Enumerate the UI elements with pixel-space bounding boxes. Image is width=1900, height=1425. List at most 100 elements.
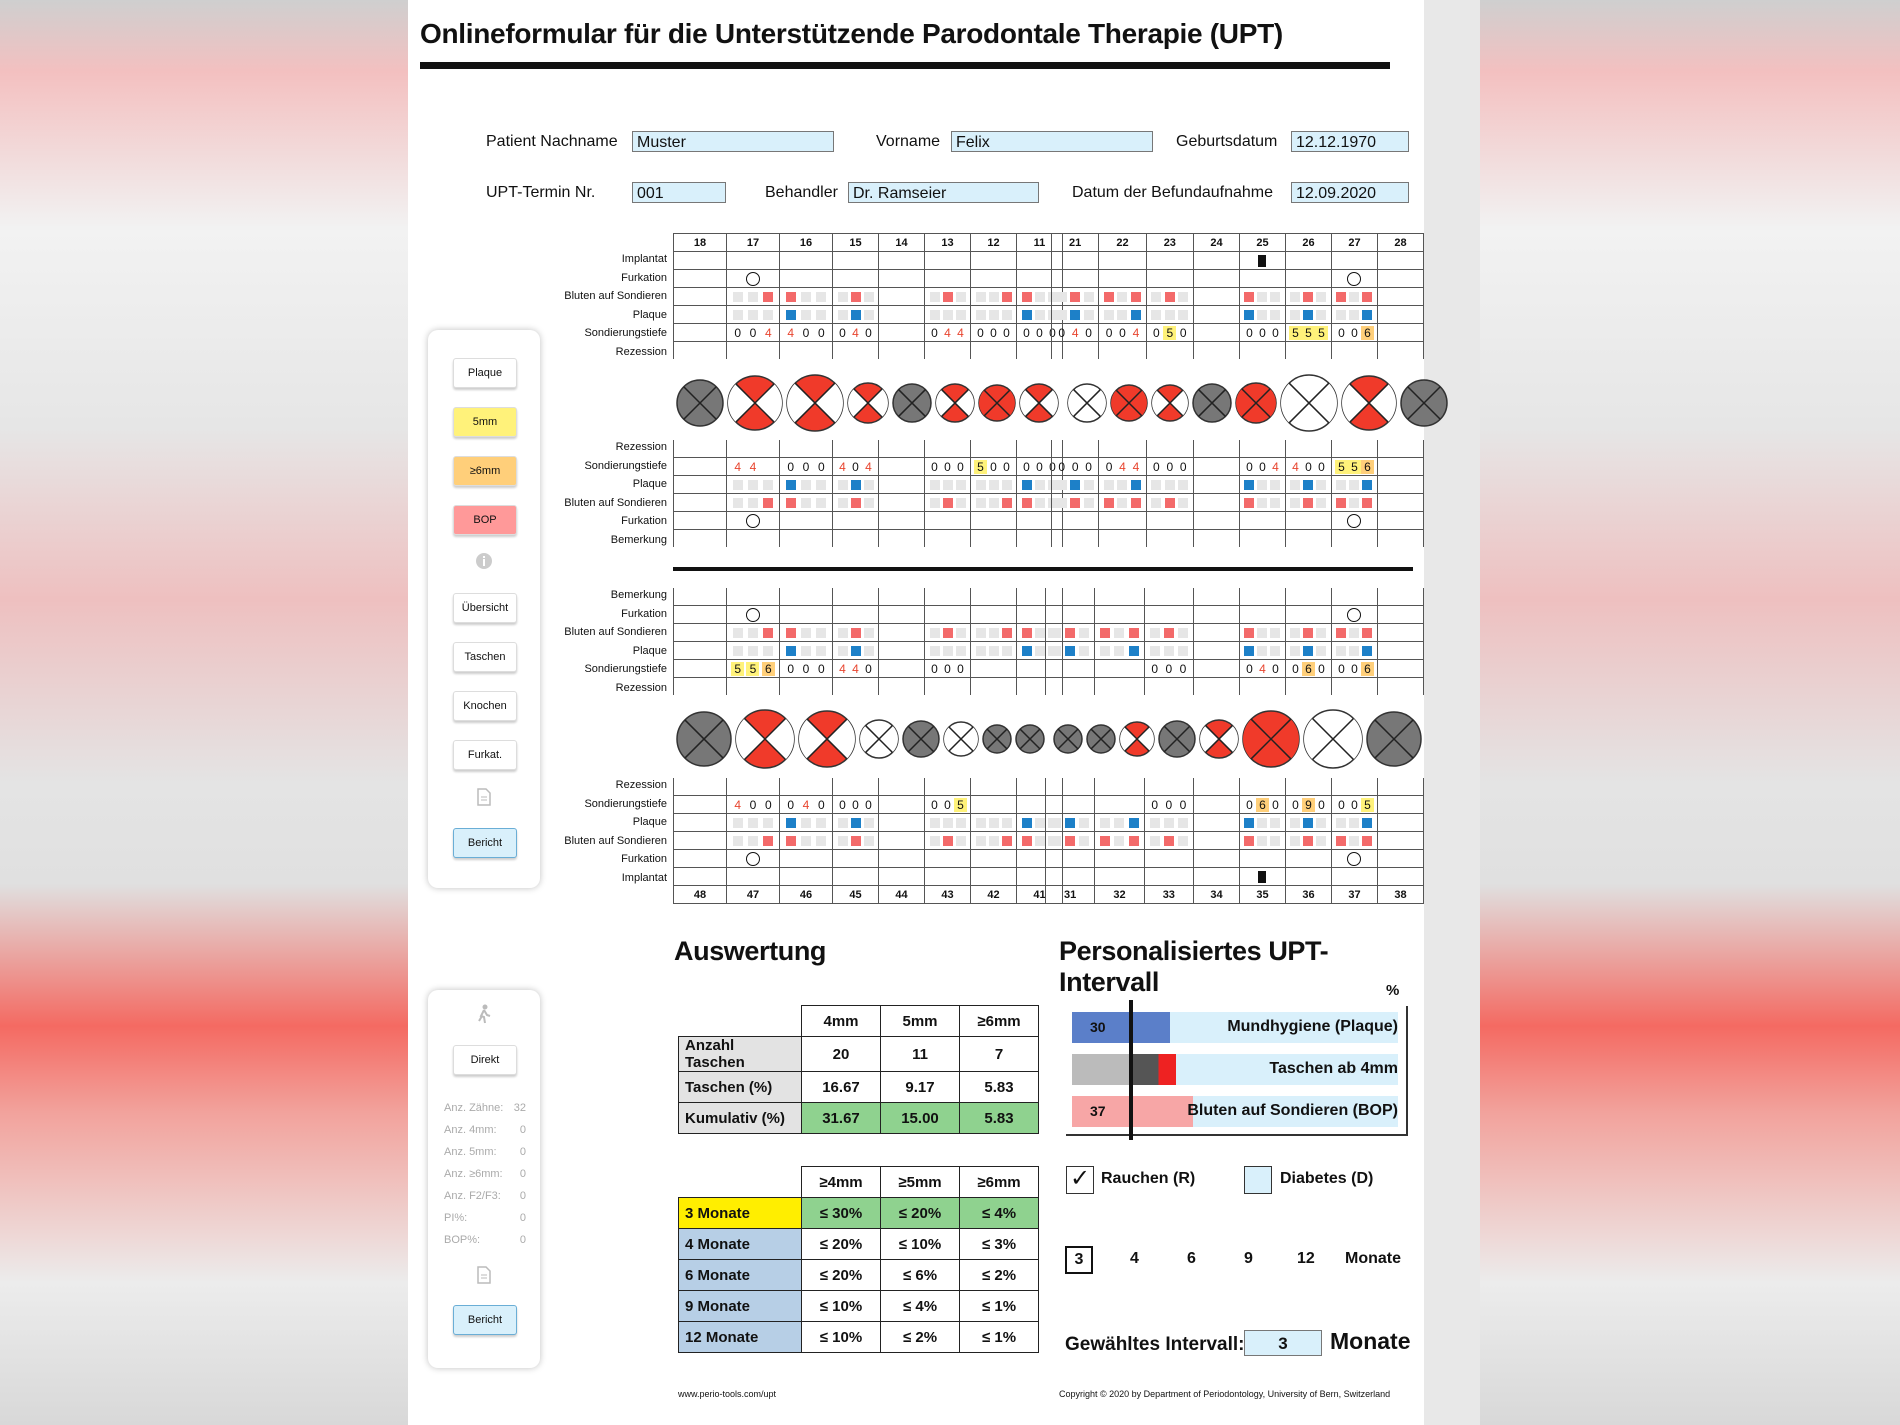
tooth-diagram[interactable] <box>1067 383 1107 423</box>
chart-cell[interactable] <box>1094 849 1145 868</box>
chart-cell[interactable] <box>1238 511 1286 530</box>
tooth-diagram[interactable] <box>676 711 732 767</box>
chart-cell[interactable] <box>1044 677 1096 695</box>
chart-cell[interactable] <box>1192 659 1240 678</box>
chart-cell[interactable] <box>878 511 925 530</box>
chart-cell[interactable] <box>1376 529 1425 547</box>
report-button[interactable]: Bericht <box>453 828 517 858</box>
chart-cell[interactable] <box>878 269 925 288</box>
overview-button[interactable]: Übersicht <box>453 593 517 623</box>
chart-cell[interactable] <box>1376 605 1425 624</box>
chart-cell[interactable] <box>1330 588 1378 606</box>
chart-cell[interactable] <box>1284 849 1332 868</box>
bop-marker[interactable] <box>837 291 848 302</box>
bop-marker[interactable] <box>1100 835 1111 846</box>
chart-cell[interactable] <box>1192 341 1240 359</box>
chart-cell[interactable] <box>1044 605 1096 624</box>
chart-cell[interactable] <box>1098 341 1147 359</box>
chart-cell[interactable] <box>1143 849 1194 868</box>
chart-cell[interactable] <box>673 341 727 359</box>
chart-cell[interactable] <box>779 623 833 642</box>
chart-cell[interactable] <box>1145 493 1194 512</box>
chart-cell[interactable] <box>924 867 971 886</box>
bop-marker[interactable] <box>1070 291 1081 302</box>
chart-cell[interactable] <box>1238 605 1286 624</box>
bop-marker[interactable] <box>1079 627 1090 638</box>
plaque-marker[interactable] <box>1021 479 1032 490</box>
plaque-marker[interactable] <box>988 309 999 320</box>
chart-cell[interactable] <box>970 677 1017 695</box>
chart-cell[interactable] <box>1094 588 1145 606</box>
chart-cell[interactable] <box>1376 269 1425 288</box>
chart-cell[interactable] <box>878 475 925 494</box>
plaque-marker[interactable] <box>1164 309 1175 320</box>
bop-marker[interactable] <box>1128 835 1139 846</box>
bop-marker[interactable] <box>1270 291 1281 302</box>
bop-marker[interactable] <box>1163 835 1174 846</box>
chart-cell[interactable] <box>673 269 727 288</box>
chart-cell[interactable] <box>726 813 780 832</box>
chart-cell[interactable] <box>1284 605 1332 624</box>
plaque-marker[interactable] <box>1244 645 1255 656</box>
plaque-marker[interactable] <box>1100 817 1111 828</box>
plaque-marker[interactable] <box>1163 645 1174 656</box>
tooth-diagram[interactable] <box>935 383 975 423</box>
bop-marker[interactable] <box>975 291 986 302</box>
plaque-marker[interactable] <box>1244 817 1255 828</box>
plaque-marker[interactable] <box>763 645 774 656</box>
chart-cell[interactable] <box>1330 269 1378 288</box>
chart-cell[interactable] <box>1050 269 1100 288</box>
tooth-diagram[interactable] <box>1110 384 1148 422</box>
plaque-marker[interactable] <box>1349 309 1360 320</box>
bop-marker[interactable] <box>1178 497 1189 508</box>
chart-cell[interactable] <box>1094 813 1145 832</box>
chart-cell[interactable] <box>878 849 925 868</box>
chart-cell[interactable] <box>1192 623 1240 642</box>
chart-cell[interactable] <box>924 641 971 660</box>
chart-cell[interactable] <box>1192 475 1240 494</box>
chart-cell[interactable] <box>1376 475 1425 494</box>
chart-cell[interactable] <box>1050 475 1100 494</box>
chart-cell[interactable] <box>1238 305 1286 324</box>
chart-cell[interactable] <box>924 511 971 530</box>
plaque-marker[interactable] <box>1270 817 1281 828</box>
chart-cell[interactable] <box>726 269 780 288</box>
chart-cell[interactable] <box>970 623 1017 642</box>
bop-marker[interactable] <box>1257 291 1268 302</box>
tooth-diagram[interactable] <box>1235 382 1277 424</box>
chart-cell[interactable] <box>779 341 833 359</box>
chart-cell[interactable] <box>1143 778 1194 796</box>
chart-cell[interactable] <box>1094 641 1145 660</box>
chart-cell[interactable] <box>924 305 971 324</box>
lastname-field[interactable]: Muster <box>632 131 834 152</box>
bop-marker[interactable] <box>988 627 999 638</box>
bop-marker[interactable] <box>837 835 848 846</box>
chart-cell[interactable] <box>779 440 833 458</box>
chart-cell[interactable] <box>1238 475 1286 494</box>
bop-marker[interactable] <box>1244 835 1255 846</box>
chart-cell[interactable] <box>832 251 879 270</box>
chart-cell[interactable] <box>1094 677 1145 695</box>
bop-marker[interactable] <box>1021 497 1032 508</box>
chart-cell[interactable] <box>673 867 727 886</box>
smoking-checkbox[interactable]: ✓ <box>1066 1166 1094 1194</box>
bop-marker[interactable] <box>1290 291 1301 302</box>
chart-cell[interactable] <box>878 605 925 624</box>
plaque-marker[interactable] <box>1117 479 1128 490</box>
chart-cell[interactable] <box>970 659 1017 678</box>
chart-cell[interactable] <box>1284 341 1332 359</box>
bop-marker[interactable] <box>1151 291 1162 302</box>
document-icon[interactable] <box>474 1266 494 1286</box>
plaque-marker[interactable] <box>1163 817 1174 828</box>
chart-cell[interactable] <box>1044 849 1096 868</box>
bop-marker[interactable] <box>1362 835 1373 846</box>
plaque-marker[interactable] <box>1244 309 1255 320</box>
